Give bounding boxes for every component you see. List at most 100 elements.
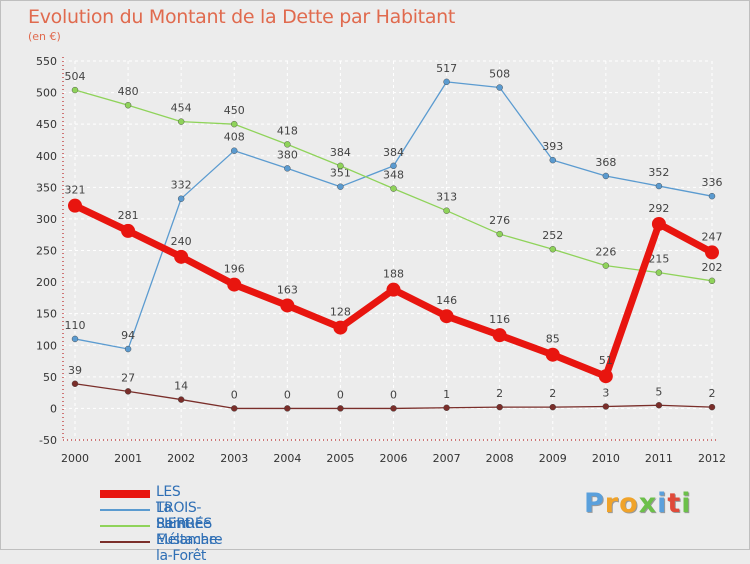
data-label: 116: [489, 313, 510, 326]
data-label: 240: [171, 235, 192, 248]
data-point: [71, 380, 79, 387]
y-tick-label: 0: [50, 402, 57, 415]
data-label: 1: [443, 388, 450, 401]
data-point: [602, 262, 610, 269]
data-label: 480: [118, 85, 139, 98]
y-tick-label: -50: [39, 434, 57, 447]
data-label: 292: [648, 202, 669, 215]
x-tick-label: 2009: [539, 452, 567, 465]
y-tick-label: 550: [36, 55, 57, 68]
data-point: [390, 162, 397, 170]
data-point: [390, 185, 397, 192]
data-point: [174, 249, 189, 264]
data-point: [655, 402, 663, 409]
logo-letter: o: [619, 488, 639, 519]
logo-letter: x: [638, 488, 658, 519]
data-point: [496, 230, 503, 238]
data-label: 313: [436, 191, 457, 204]
legend-label: LES TROIS-PIERRES: [156, 484, 212, 532]
data-label: 188: [383, 268, 404, 281]
data-point: [227, 277, 242, 292]
legend-label: La Remuée: [156, 500, 212, 532]
data-label: 321: [65, 184, 86, 197]
y-tick-label: 200: [36, 276, 57, 289]
data-label: 450: [224, 104, 245, 117]
legend-swatch: [100, 525, 150, 527]
data-label: 384: [383, 146, 404, 159]
y-tick-label: 300: [36, 213, 57, 226]
logo-letter: t: [667, 488, 682, 519]
data-label: 454: [171, 102, 192, 115]
data-point: [443, 78, 450, 86]
data-point: [655, 269, 663, 276]
data-point: [708, 403, 716, 411]
data-point: [121, 223, 136, 238]
data-label: 0: [231, 388, 238, 401]
data-label: 2: [709, 387, 716, 400]
legend-swatch: [100, 541, 150, 543]
data-label: 332: [171, 179, 192, 192]
data-point: [333, 320, 348, 335]
data-point: [439, 309, 454, 324]
data-label: 247: [702, 230, 723, 243]
data-point: [496, 403, 503, 411]
data-label: 281: [118, 209, 139, 222]
y-tick-label: 450: [36, 118, 57, 131]
data-label: 202: [702, 261, 723, 274]
data-label: 85: [546, 333, 560, 346]
y-tick-label: 150: [36, 308, 57, 321]
data-point: [280, 298, 295, 313]
data-point: [284, 165, 291, 172]
data-point: [443, 207, 450, 214]
x-tick-label: 2001: [114, 452, 142, 465]
data-label: 163: [277, 283, 298, 296]
data-label: 2: [496, 387, 503, 400]
data-point: [68, 198, 82, 213]
data-label: 2: [549, 387, 556, 400]
data-label: 384: [330, 146, 351, 159]
data-point: [124, 388, 132, 395]
data-label: 252: [542, 229, 563, 242]
data-point: [337, 162, 344, 170]
data-label: 27: [121, 371, 135, 384]
data-label: 348: [383, 169, 404, 182]
data-point: [708, 277, 716, 285]
proxiti-logo: Proxiti: [584, 488, 692, 519]
data-point: [545, 347, 560, 362]
chart-subtitle: (en €): [28, 30, 61, 43]
data-point: [284, 141, 291, 148]
x-tick-label: 2012: [698, 452, 726, 465]
data-label: 393: [542, 140, 563, 153]
x-tick-label: 2004: [273, 452, 301, 465]
x-tick-label: 2008: [486, 452, 514, 465]
data-point: [124, 102, 132, 109]
data-point: [124, 345, 132, 353]
x-tick-label: 2011: [645, 452, 673, 465]
data-point: [337, 183, 344, 190]
data-label: 51: [599, 354, 613, 367]
chart-title: Evolution du Montant de la Dette par Hab…: [28, 6, 456, 28]
data-point: [549, 403, 556, 411]
data-label: 226: [595, 246, 616, 259]
x-tick-label: 2005: [326, 452, 354, 465]
data-label: 276: [489, 214, 510, 227]
x-tick-label: 2002: [167, 452, 195, 465]
y-tick-label: 250: [36, 245, 57, 258]
line-chart: -500501001502002503003504004505005502000…: [36, 55, 726, 465]
data-label: 504: [65, 70, 86, 83]
data-label: 146: [436, 294, 457, 307]
data-label: 196: [224, 263, 245, 276]
data-point: [177, 195, 185, 202]
data-label: 368: [595, 156, 616, 169]
data-point: [71, 86, 79, 94]
data-point: [602, 172, 610, 180]
data-point: [496, 84, 503, 91]
legend-swatch: [100, 490, 150, 498]
legend-label: Mélamare: [156, 532, 223, 548]
data-label: 352: [648, 166, 669, 179]
data-label: 508: [489, 68, 510, 81]
data-label: 336: [702, 176, 723, 189]
data-point: [177, 118, 185, 125]
data-label: 3: [602, 387, 609, 400]
data-point: [231, 120, 238, 128]
